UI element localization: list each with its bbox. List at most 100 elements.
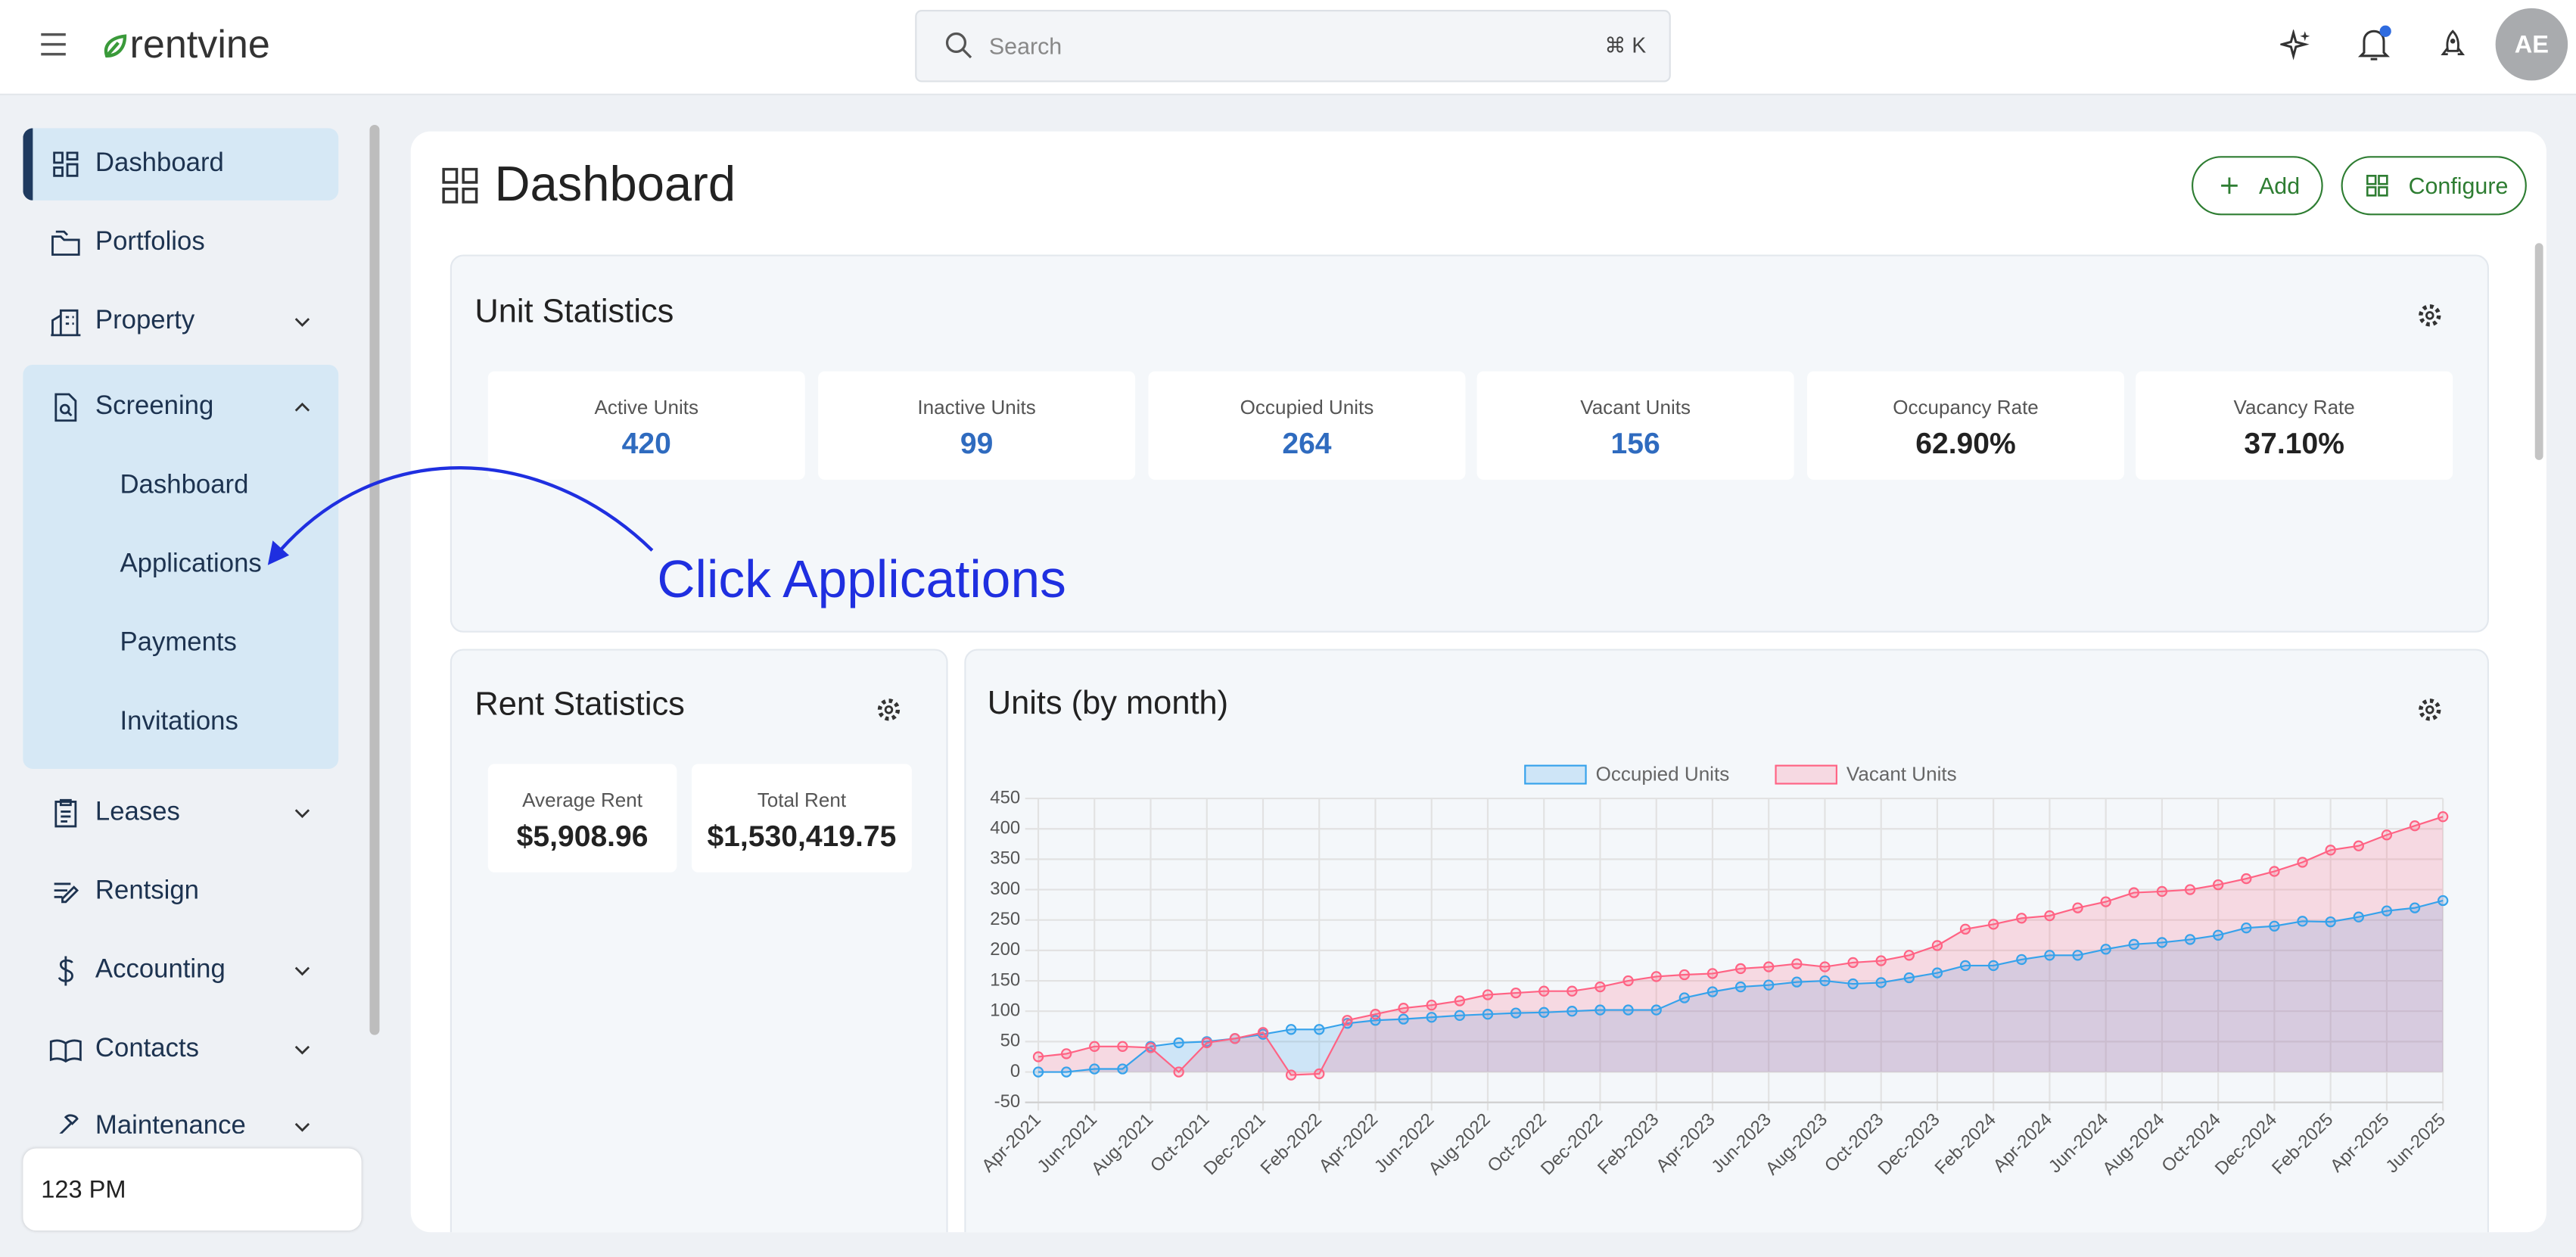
nav-label: Contacts <box>95 1035 199 1063</box>
point <box>1931 940 1943 951</box>
y-tick-label: 100 <box>990 1000 1020 1021</box>
sidebar-footer[interactable]: 123 PM <box>23 1148 362 1231</box>
point <box>1650 971 1662 982</box>
sub-nav-item[interactable]: Invitations <box>120 708 238 736</box>
point <box>1847 957 1859 969</box>
menu-button[interactable] <box>39 31 67 58</box>
point <box>1285 1069 1297 1081</box>
nav-item[interactable]: Contacts <box>23 1013 338 1086</box>
point <box>1342 1015 1353 1026</box>
nav-item[interactable]: Property <box>23 286 338 359</box>
logo[interactable]: rentvine <box>129 23 270 68</box>
configure-button[interactable]: Configure <box>2341 156 2527 216</box>
point <box>2297 857 2308 868</box>
search-placeholder: Search <box>988 33 1062 60</box>
nav-label: Maintenance <box>95 1112 246 1134</box>
point <box>1314 1024 1325 1035</box>
annotation-arrow <box>275 465 654 557</box>
point <box>1538 985 1550 997</box>
nav-item[interactable]: Leases <box>23 777 338 850</box>
stat-card: Occupancy Rate 62.90% <box>1807 371 2124 480</box>
stat-card: Inactive Units 99 <box>818 371 1136 480</box>
point <box>1847 978 1859 990</box>
stat-value: $5,908.96 <box>516 820 649 853</box>
nav-label: Portfolios <box>95 228 205 257</box>
search-shortcut: ⌘ K <box>1604 33 1647 58</box>
point <box>2241 873 2252 885</box>
search-box[interactable]: Search ⌘ K <box>915 10 1671 82</box>
sub-nav-item[interactable]: Dashboard <box>120 471 249 499</box>
scrollbar <box>369 124 380 1035</box>
settings-button[interactable] <box>2415 695 2444 724</box>
notifications-button[interactable] <box>2357 25 2394 64</box>
legend-label: Vacant Units <box>1846 763 1957 786</box>
nav-item[interactable]: Screening <box>23 372 338 444</box>
chart-title: Units (by month) <box>988 685 1228 721</box>
stat-label: Occupancy Rate <box>1893 396 2039 419</box>
sub-nav-item[interactable]: Payments <box>120 629 237 658</box>
point <box>1482 1009 1494 1020</box>
stat-card: Vacancy Rate 37.10% <box>2136 371 2453 480</box>
point <box>1314 1068 1325 1080</box>
stat-value: 420 <box>621 427 671 460</box>
point <box>1398 1003 1409 1014</box>
y-tick-label: -50 <box>994 1091 1021 1112</box>
point <box>2128 938 2139 951</box>
ai-button[interactable] <box>2280 30 2313 62</box>
point <box>1594 981 1606 993</box>
point <box>1931 967 1943 979</box>
stat-label: Active Units <box>594 396 699 419</box>
point <box>2241 922 2252 934</box>
nav-item[interactable]: Rentsign <box>23 856 338 929</box>
launch-button[interactable] <box>2438 28 2468 61</box>
point <box>1454 995 1466 1007</box>
point <box>1988 919 1999 930</box>
sub-nav-item[interactable]: Applications <box>120 550 262 579</box>
scrollbar <box>2534 243 2543 460</box>
stat-label: Inactive Units <box>917 396 1036 419</box>
point <box>2044 910 2055 922</box>
point <box>1482 989 1494 1000</box>
button-label: Add <box>2259 172 2301 199</box>
units-chart-card <box>964 649 2489 1233</box>
point <box>1678 969 1691 981</box>
point <box>1791 958 1803 969</box>
nav-label: Leases <box>95 798 180 826</box>
page-icon <box>442 167 478 204</box>
y-tick-label: 150 <box>990 969 1020 990</box>
line <box>1038 816 2444 1076</box>
line <box>1038 899 2444 1073</box>
nav-clip: Maintenance <box>0 1084 365 1134</box>
add-button[interactable]: Add <box>2192 156 2323 216</box>
nav-item[interactable]: Accounting <box>23 935 338 1007</box>
point <box>2213 929 2224 941</box>
settings-button[interactable] <box>2415 300 2444 330</box>
point <box>1622 975 1634 987</box>
stat-card: Total Rent $1,530,419.75 <box>691 764 912 873</box>
point <box>2297 916 2308 927</box>
point <box>1426 1000 1437 1011</box>
point <box>1706 986 1719 997</box>
point <box>1060 1048 1072 1059</box>
point <box>1791 976 1803 988</box>
card-title: Rent Statistics <box>474 686 685 723</box>
point <box>1959 923 1971 935</box>
point <box>2381 905 2393 916</box>
nav-item[interactable]: Portfolios <box>23 207 338 280</box>
point <box>1566 1006 1578 1017</box>
avatar[interactable]: AE <box>2495 8 2568 81</box>
point <box>1117 1041 1128 1052</box>
stat-value: $1,530,419.75 <box>707 820 897 853</box>
stat-card: Occupied Units 264 <box>1148 371 1466 480</box>
area <box>1038 817 2444 1075</box>
nav-item[interactable]: Dashboard <box>23 128 338 201</box>
point <box>2044 950 2055 961</box>
point <box>2353 840 2364 851</box>
y-tick-label: 0 <box>1010 1061 1020 1081</box>
settings-button[interactable] <box>874 695 904 724</box>
nav-item[interactable]: Maintenance <box>23 1091 338 1134</box>
point <box>1229 1033 1241 1044</box>
point <box>2072 950 2083 961</box>
